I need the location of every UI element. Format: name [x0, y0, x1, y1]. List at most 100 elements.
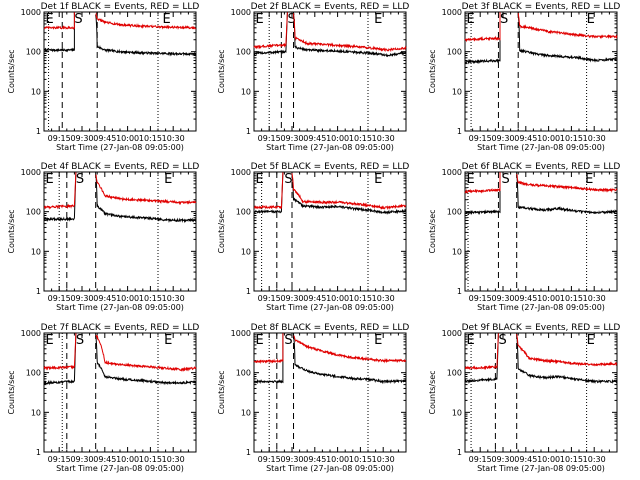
- x-tick-label: 09:30: [491, 455, 514, 464]
- y-tick-label: 100: [236, 369, 251, 378]
- x-axis-label: Start Time (27-Jan-08 09:05:00): [477, 143, 605, 152]
- series-line-events-post: [517, 13, 617, 63]
- x-tick-label: 09:15: [258, 294, 281, 303]
- chart-panel-7: Det 7f BLACK = Events, RED = LLD 1 10 100 10…: [7, 323, 199, 473]
- x-tick-label: 09:15: [469, 294, 492, 303]
- series-line-events-post: [516, 334, 618, 384]
- marker-e: E: [467, 172, 475, 187]
- axes-frame: [253, 11, 407, 132]
- series-line-events-pre: [43, 12, 75, 53]
- marker-e: E: [46, 172, 54, 187]
- series-line-events-pre: [464, 172, 501, 216]
- x-tick-label: 10:15: [349, 134, 372, 143]
- x-tick-label: 10:30: [372, 455, 395, 464]
- chart-panel-5: Det 5f BLACK = Events, RED = LLD 1 10 100 10…: [217, 162, 409, 312]
- y-tick-label: 1000: [442, 329, 462, 338]
- marker-s: S: [498, 333, 506, 348]
- y-axis-label: Counts/sec: [7, 209, 16, 253]
- x-tick-label: 09:45: [303, 134, 326, 143]
- chart-panel-9: Det 9f BLACK = Events, RED = LLD 1 10 100 10…: [428, 323, 620, 473]
- x-tick-label: 09:15: [258, 455, 281, 464]
- x-tick-label: 09:30: [280, 134, 303, 143]
- y-axis-label: Counts/sec: [217, 49, 226, 93]
- y-tick-label: 1000: [442, 8, 462, 17]
- y-axis-label: Counts/sec: [428, 209, 437, 253]
- x-tick-label: 09:45: [514, 134, 537, 143]
- x-tick-label: 09:15: [48, 134, 71, 143]
- y-tick-label: 100: [447, 369, 462, 378]
- x-tick-label: 10:15: [139, 134, 162, 143]
- x-tick-label: 10:00: [537, 294, 560, 303]
- series-line-lld-post: [95, 174, 197, 206]
- marker-s: S: [287, 12, 295, 27]
- y-tick-label: 1000: [231, 168, 251, 177]
- chart-panel-8: Det 8f BLACK = Events, RED = LLD 1 10 100 10…: [217, 323, 409, 473]
- marker-e: E: [46, 333, 54, 348]
- series-line-events-post: [516, 174, 618, 215]
- x-tick-label: 09:30: [70, 134, 93, 143]
- y-tick-label: 1000: [21, 8, 41, 17]
- series-line-lld-post: [517, 13, 618, 40]
- series-line-events-pre: [253, 12, 288, 57]
- marker-e: E: [164, 172, 172, 187]
- marker-s: S: [284, 333, 292, 348]
- x-tick-label: 10:30: [372, 294, 395, 303]
- x-axis-label: Start Time (27-Jan-08 09:05:00): [56, 303, 184, 312]
- x-tick-label: 10:00: [326, 294, 349, 303]
- y-tick-label: 1: [246, 127, 251, 136]
- x-tick-label: 09:30: [491, 134, 514, 143]
- x-axis-label: Start Time (27-Jan-08 09:05:00): [56, 464, 184, 473]
- x-tick-label: 09:15: [469, 134, 492, 143]
- series-line-lld-pre: [43, 12, 75, 30]
- y-tick-label: 100: [26, 48, 41, 57]
- y-tick-label: 100: [447, 48, 462, 57]
- x-tick-label: 09:15: [469, 455, 492, 464]
- series-line-lld-pre: [43, 172, 77, 210]
- x-tick-label: 10:30: [583, 455, 606, 464]
- series-line-lld-post: [291, 173, 407, 211]
- panel-title: Det 8f BLACK = Events, RED = LLD: [251, 323, 410, 333]
- marker-e: E: [587, 12, 595, 27]
- series-line-lld-post: [95, 12, 197, 31]
- x-tick-label: 09:15: [48, 455, 71, 464]
- series-line-lld-post: [293, 335, 407, 364]
- marker-e: E: [585, 172, 593, 187]
- x-axis-label: Start Time (27-Jan-08 09:05:00): [266, 143, 394, 152]
- y-axis-label: Counts/sec: [428, 370, 437, 414]
- x-tick-label: 09:30: [70, 455, 93, 464]
- series-line-events-post: [95, 174, 197, 224]
- marker-e: E: [163, 12, 171, 27]
- series-line-lld-post: [293, 13, 407, 53]
- y-tick-label: 10: [31, 408, 41, 417]
- x-tick-label: 09:45: [93, 294, 116, 303]
- x-tick-label: 10:30: [372, 134, 395, 143]
- series-line-events-post: [95, 335, 197, 386]
- marker-e: E: [256, 172, 264, 187]
- x-tick-label: 10:00: [326, 134, 349, 143]
- panel-title: Det 5f BLACK = Events, RED = LLD: [251, 162, 410, 172]
- marker-e: E: [374, 333, 382, 348]
- x-tick-label: 09:30: [491, 294, 514, 303]
- chart-panel-2: Det 2f BLACK = Events, RED = LLD 1 10 100 10…: [217, 2, 409, 152]
- y-tick-label: 10: [241, 408, 251, 417]
- marker-e: E: [256, 12, 264, 27]
- x-tick-label: 10:00: [537, 134, 560, 143]
- y-tick-label: 100: [236, 208, 251, 217]
- series-line-lld-pre: [253, 172, 284, 210]
- x-tick-label: 10:00: [326, 455, 349, 464]
- series-line-lld-pre: [464, 333, 499, 371]
- x-tick-label: 10:30: [162, 294, 185, 303]
- marker-e: E: [467, 12, 475, 27]
- series-line-lld-pre: [464, 172, 501, 194]
- x-axis-label: Start Time (27-Jan-08 09:05:00): [56, 143, 184, 152]
- series-line-events-post: [291, 174, 407, 215]
- series-line-lld-pre: [43, 333, 77, 371]
- y-axis-label: Counts/sec: [7, 49, 16, 93]
- chart-panel-4: Det 4f BLACK = Events, RED = LLD 1 10 100 10…: [7, 162, 199, 312]
- x-tick-label: 10:15: [349, 294, 372, 303]
- y-tick-label: 10: [241, 247, 251, 256]
- x-axis-label: Start Time (27-Jan-08 09:05:00): [266, 303, 394, 312]
- x-axis-label: Start Time (27-Jan-08 09:05:00): [477, 464, 605, 473]
- y-tick-label: 10: [452, 408, 462, 417]
- marker-e: E: [587, 333, 595, 348]
